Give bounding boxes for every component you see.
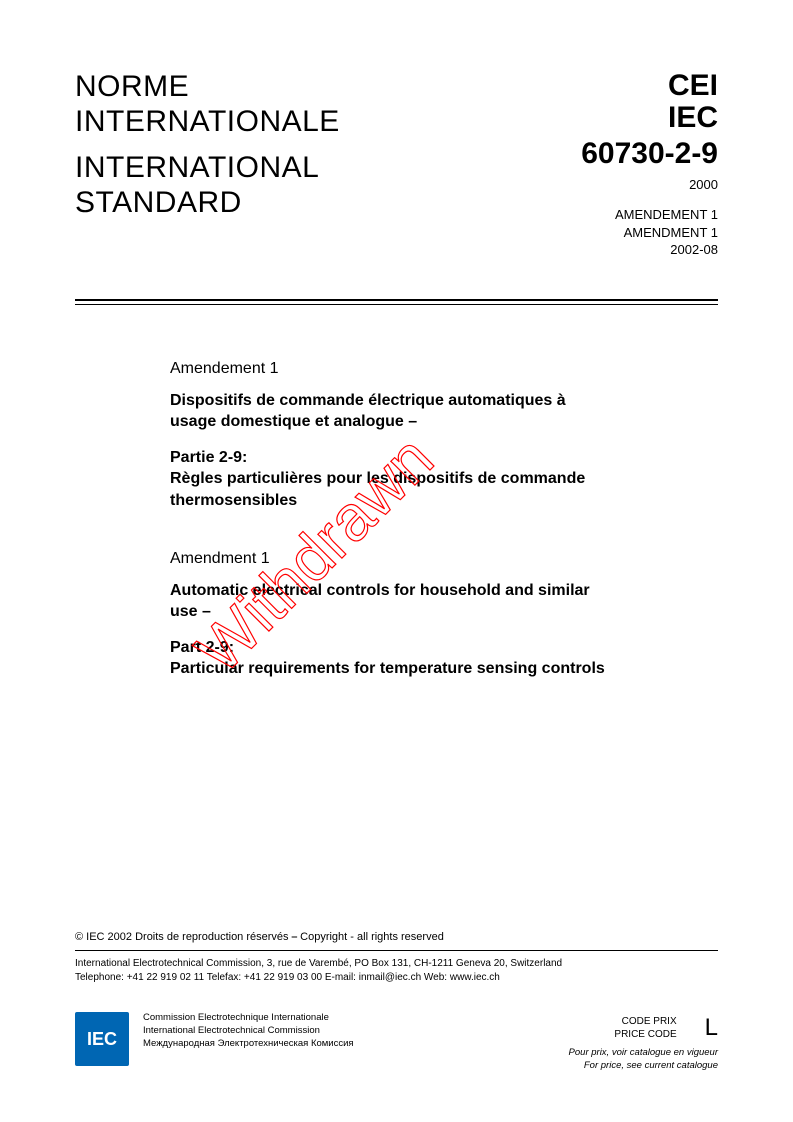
intl-line1: INTERNATIONAL — [75, 151, 340, 186]
address-line1: International Electrotechnical Commissio… — [75, 957, 718, 971]
amend-fr: AMENDEMENT 1 — [581, 206, 718, 224]
iec-logo: IEC — [75, 1012, 129, 1066]
page: NORME INTERNATIONALE INTERNATIONAL STAND… — [0, 0, 793, 1122]
catalogue-en: For price, see current catalogue — [569, 1060, 718, 1072]
en-main-title: Automatic electrical controls for househ… — [170, 580, 610, 623]
copyright-line: © IEC 2002 Droits de reproduction réserv… — [75, 931, 718, 944]
commission-block: Commission Electrotechnique Internationa… — [143, 1012, 555, 1050]
commission-fr: Commission Electrotechnique Internationa… — [143, 1012, 555, 1025]
norme-line2: INTERNATIONALE — [75, 105, 340, 140]
fr-part: Partie 2-9: Règles particulières pour le… — [170, 447, 610, 512]
en-part-label: Part 2-9: — [170, 637, 610, 659]
amend-date: 2002-08 — [581, 241, 718, 259]
title-block: Amendement 1 Dispositifs de commande éle… — [170, 360, 610, 680]
price-block: CODE PRIX PRICE CODE L Pour prix, voir c… — [569, 1012, 718, 1072]
standard-number: 60730-2-9 — [581, 137, 718, 171]
fr-main-title: Dispositifs de commande électrique autom… — [170, 390, 610, 433]
price-letter: L — [705, 1012, 718, 1043]
amendment-block: AMENDEMENT 1 AMENDMENT 1 2002-08 — [581, 206, 718, 259]
fr-part-text: Règles particulières pour les dispositif… — [170, 468, 610, 511]
iec-logo-text: IEC — [87, 1029, 117, 1050]
en-part-text: Particular requirements for temperature … — [170, 658, 610, 680]
fr-part-label: Partie 2-9: — [170, 447, 610, 469]
price-label-fr: CODE PRIX — [614, 1015, 676, 1028]
commission-en: International Electrotechnical Commissio… — [143, 1025, 555, 1038]
intl-line2: STANDARD — [75, 186, 340, 221]
fr-amend-label: Amendement 1 — [170, 360, 610, 378]
en-part: Part 2-9: Particular requirements for te… — [170, 637, 610, 680]
norme-line1: NORME — [75, 70, 340, 105]
org-fr: CEI — [581, 70, 718, 102]
en-amend-label: Amendment 1 — [170, 550, 610, 568]
footer: © IEC 2002 Droits de reproduction réserv… — [75, 931, 718, 1072]
catalogue-fr: Pour prix, voir catalogue en vigueur — [569, 1047, 718, 1059]
address-line2: Telephone: +41 22 919 02 11 Telefax: +41… — [75, 971, 718, 985]
horizontal-rules — [75, 299, 718, 305]
amend-en: AMENDMENT 1 — [581, 224, 718, 242]
commission-ru: Международная Электротехническая Комисси… — [143, 1038, 555, 1051]
header: NORME INTERNATIONALE INTERNATIONAL STAND… — [75, 70, 718, 259]
org-en: IEC — [581, 102, 718, 134]
standard-year: 2000 — [581, 177, 718, 192]
header-left: NORME INTERNATIONALE INTERNATIONAL STAND… — [75, 70, 340, 232]
price-label-en: PRICE CODE — [614, 1028, 676, 1041]
footer-rule — [75, 950, 718, 951]
footer-row: IEC Commission Electrotechnique Internat… — [75, 1012, 718, 1072]
header-right: CEI IEC 60730-2-9 2000 AMENDEMENT 1 AMEN… — [581, 70, 718, 259]
address-block: International Electrotechnical Commissio… — [75, 957, 718, 984]
